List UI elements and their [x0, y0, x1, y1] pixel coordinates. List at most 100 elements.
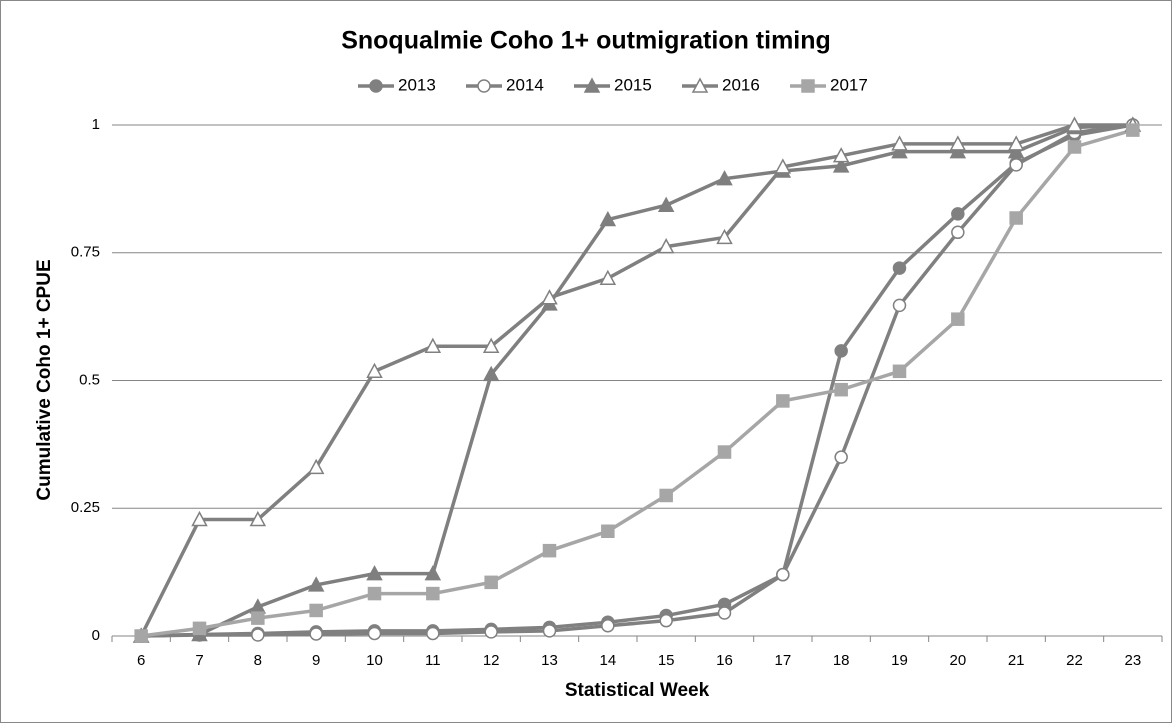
x-tick-label: 21	[1008, 652, 1025, 669]
x-tick-label: 22	[1066, 652, 1083, 669]
x-axis-label: Statistical Week	[565, 680, 710, 701]
marker	[891, 135, 908, 151]
marker	[583, 77, 601, 93]
marker	[482, 337, 500, 354]
marker	[1126, 123, 1140, 137]
x-tick-label: 14	[599, 652, 616, 669]
x-tick-label: 7	[195, 652, 203, 669]
x-tick-label: 16	[716, 652, 733, 669]
marker	[424, 337, 442, 354]
marker	[599, 210, 617, 227]
x-tick-label: 20	[949, 652, 966, 669]
marker	[1007, 142, 1025, 159]
series-line	[139, 123, 1133, 637]
marker	[892, 298, 907, 313]
chart-title: Snoqualmie Coho 1+ outmigration timing	[341, 27, 831, 55]
marker	[366, 565, 383, 581]
x-tick-label: 15	[658, 652, 675, 669]
marker	[717, 445, 732, 459]
series-line	[141, 123, 1134, 638]
legend-label: 2014	[506, 75, 544, 94]
legend-label: 2016	[722, 75, 760, 94]
x-tick-label: 12	[483, 652, 500, 669]
x-tick-label: 18	[833, 652, 850, 669]
marker	[249, 510, 267, 527]
x-tick-label: 6	[137, 652, 145, 669]
series-line	[140, 128, 1134, 638]
marker	[949, 135, 967, 151]
y-tick-label: 0.75	[71, 244, 100, 261]
marker	[657, 238, 675, 254]
marker	[366, 362, 383, 379]
marker	[659, 488, 673, 503]
marker	[891, 142, 908, 159]
marker	[309, 627, 323, 641]
marker	[951, 312, 965, 326]
marker	[367, 626, 382, 641]
marker	[251, 628, 265, 642]
marker	[691, 77, 709, 93]
marker	[1009, 158, 1023, 172]
x-tick-label: 11	[425, 652, 441, 669]
marker	[892, 364, 907, 379]
marker	[484, 575, 498, 590]
marker	[477, 79, 491, 93]
marker	[832, 157, 850, 173]
marker	[424, 565, 442, 581]
y-tick-label: 0	[92, 627, 100, 644]
marker	[717, 606, 732, 620]
marker	[484, 625, 498, 639]
legend-label: 2017	[830, 75, 868, 94]
y-axis-label: Cumulative Coho 1+ CPUE	[34, 259, 55, 500]
marker	[601, 524, 615, 538]
y-tick-label: 0.5	[79, 371, 100, 388]
series-line	[141, 123, 1133, 638]
marker	[716, 228, 733, 245]
x-tick-label: 8	[254, 652, 262, 669]
marker	[949, 142, 967, 159]
marker	[774, 158, 792, 174]
marker	[307, 458, 325, 475]
marker	[951, 207, 965, 221]
marker	[191, 510, 208, 527]
legend-label: 2013	[398, 75, 436, 94]
marker	[1007, 135, 1025, 151]
marker	[192, 621, 207, 636]
marker	[951, 225, 965, 240]
x-tick-label: 13	[541, 652, 558, 669]
series-line	[141, 123, 1134, 638]
marker	[426, 626, 440, 641]
y-tick-label: 1	[92, 116, 100, 133]
x-tick-label: 19	[891, 652, 908, 669]
marker	[367, 586, 382, 601]
x-tick-label: 17	[774, 652, 791, 669]
marker	[834, 450, 848, 464]
marker	[801, 79, 815, 93]
marker	[426, 586, 440, 601]
marker	[599, 269, 617, 286]
marker	[601, 619, 615, 633]
marker	[834, 382, 848, 397]
marker	[892, 261, 907, 275]
marker	[482, 365, 500, 382]
marker	[542, 543, 557, 558]
marker	[657, 196, 675, 212]
marker	[716, 170, 733, 186]
marker	[776, 394, 790, 408]
marker	[134, 629, 148, 643]
marker	[659, 613, 673, 628]
marker	[541, 289, 558, 305]
marker	[776, 567, 790, 582]
marker	[834, 344, 848, 358]
marker	[1067, 140, 1082, 154]
x-tick-label: 23	[1124, 652, 1141, 669]
y-tick-label: 0.25	[71, 499, 100, 516]
x-tick-label: 9	[312, 652, 320, 669]
marker	[369, 79, 383, 93]
marker	[309, 603, 323, 618]
marker	[307, 576, 325, 592]
marker	[1066, 116, 1083, 132]
marker	[251, 611, 265, 625]
